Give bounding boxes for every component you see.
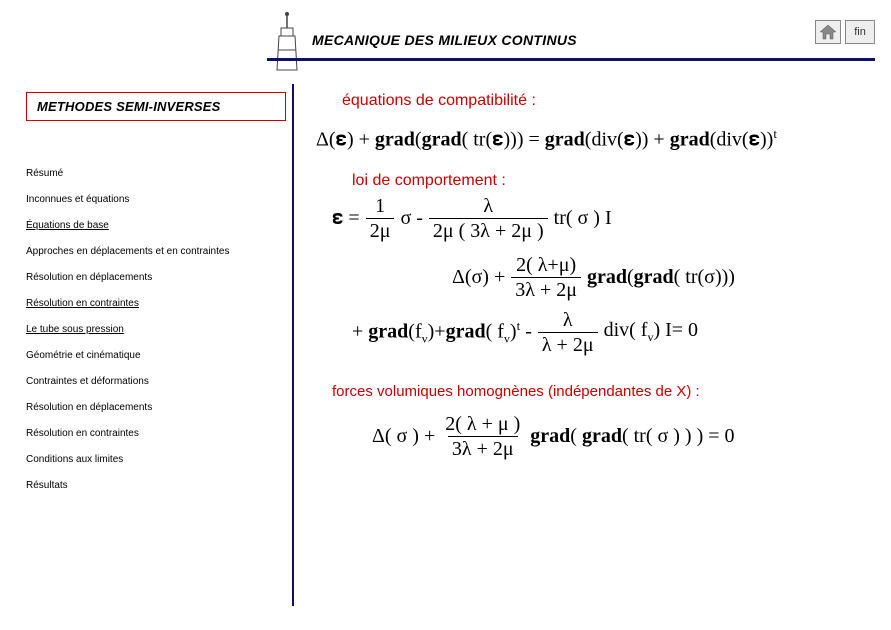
eq5-t1: ( [570, 425, 582, 447]
vertical-separator [292, 84, 294, 606]
eq5-g1: grad [530, 425, 570, 447]
eq5-fn: 2( λ + μ ) [441, 414, 524, 436]
eq2-sig: σ - [400, 207, 422, 230]
nav-list: Résumé Inconnues et équations Équations de… [26, 169, 286, 491]
method-box: METHODES SEMI-INVERSES [26, 92, 286, 121]
eq3-frac: 2( λ+μ) 3λ + 2μ [511, 255, 581, 300]
sidebar: METHODES SEMI-INVERSES Résumé Inconnues e… [26, 92, 286, 507]
eq5-g2: grad [582, 425, 622, 447]
nav-item-3[interactable]: Approches en déplacements et en contrain… [26, 247, 286, 257]
eq2-f1n: 1 [371, 196, 389, 218]
eq4-fn: λ [559, 310, 577, 332]
method-label: METHODES SEMI-INVERSES [37, 99, 221, 114]
eq1-supt: t [773, 126, 777, 141]
nav-item-4[interactable]: Résolution en déplacements [26, 273, 286, 283]
nav-item-0[interactable]: Résumé [26, 169, 286, 179]
eq3-fd: 3λ + 2μ [511, 277, 581, 300]
nav-item-12[interactable]: Résultats [26, 481, 286, 491]
eq2-f1d: 2μ [366, 218, 395, 241]
eq4-frac: λ λ + 2μ [538, 310, 598, 355]
nav-item-5[interactable]: Résolution en contraintes [26, 299, 286, 309]
header: MECANIQUE DES MILIEUX CONTINUS fin [12, 12, 879, 72]
eq2-f2n: λ [479, 196, 497, 218]
nav-item-8[interactable]: Contraintes et déformations [26, 377, 286, 387]
eq3-to: ( [627, 266, 634, 288]
eq1-grad2: grad [545, 129, 585, 151]
equation-behavior: 𝛆 = 1 2μ σ - λ 2μ ( 3λ + 2μ ) tr( σ ) I [332, 196, 873, 241]
nav-item-9[interactable]: Résolution en déplacements [26, 403, 286, 413]
eq4-g1: grad [368, 320, 408, 342]
eq4-p3: )+ [428, 320, 446, 342]
eq4-p8: ) I= 0 [653, 319, 698, 341]
compat-title: équations de compatibilité : [342, 92, 873, 110]
nav-item-10[interactable]: Résolution en contraintes [26, 429, 286, 439]
eq2-frac2: λ 2μ ( 3λ + 2μ ) [429, 196, 548, 241]
equation-compat: Δ(𝛆) + grad(grad( tr(𝛆))) = grad(div(𝛆))… [316, 126, 873, 152]
equation-font-vol: Δ( σ ) + 2( λ + μ ) 3λ + 2μ grad( grad( … [372, 414, 873, 459]
nav-item-7[interactable]: Géométrie et cinématique [26, 351, 286, 361]
eq3-g2: grad [634, 266, 674, 288]
eq5-fd: 3λ + 2μ [448, 436, 518, 459]
home-icon [819, 24, 837, 40]
eq5-lhs: Δ( σ ) + [372, 425, 435, 448]
home-button[interactable] [815, 20, 841, 44]
nav-item-6[interactable]: Le tube sous pression [26, 325, 286, 335]
eq4-p7: div( f [604, 319, 648, 341]
eq1-grad1: grad [375, 129, 415, 151]
eq3-fn: 2( λ+μ) [512, 255, 580, 277]
eq5-t2: ( tr( σ ) ) ) = 0 [622, 425, 735, 447]
fin-label: fin [854, 26, 866, 38]
eq2-lhs: 𝛆 = [332, 207, 360, 230]
forces-title: forces volumiques homognènes (indépendan… [332, 383, 873, 400]
eq4-g2: grad [446, 320, 486, 342]
eq4-p4: ( f [486, 320, 504, 342]
nav-item-2[interactable]: Équations de base [26, 221, 286, 231]
eq3-lhs: Δ(σ) + [452, 266, 505, 289]
eq4-p6: - [520, 320, 532, 342]
page-title: MECANIQUE DES MILIEUX CONTINUS [312, 32, 577, 48]
eq4-p5: ) [510, 320, 517, 342]
eq3-ti: ( tr(σ))) [674, 266, 735, 288]
eq3-g1: grad [587, 266, 627, 288]
equation-sigma-2: + grad(fv)+grad( fv)t - λ λ + 2μ div( fv… [352, 310, 873, 355]
fin-button[interactable]: fin [845, 20, 875, 44]
nav-item-11[interactable]: Conditions aux limites [26, 455, 286, 465]
header-rule [267, 58, 875, 61]
equation-sigma-1: Δ(σ) + 2( λ+μ) 3λ + 2μ grad(grad( tr(σ))… [452, 255, 873, 300]
eq2-frac1: 1 2μ [366, 196, 395, 241]
eq1-grad3: grad [670, 129, 710, 151]
eq1-p5: (div(𝛆)) [710, 129, 774, 151]
content: équations de compatibilité : Δ(𝛆) + grad… [312, 92, 873, 459]
eq5-frac: 2( λ + μ ) 3λ + 2μ [441, 414, 524, 459]
eq1-p4: (div(𝛆)) + [585, 129, 670, 151]
eq4-p1: + [352, 320, 368, 342]
lighthouse-icon [267, 10, 307, 72]
eq1-grad1b: grad [422, 129, 462, 151]
eq4-fd: λ + 2μ [538, 332, 598, 355]
law-title: loi de comportement : [352, 172, 873, 190]
eq1-p3: ( tr(𝛆))) = [462, 129, 545, 151]
nav-item-1[interactable]: Inconnues et équations [26, 195, 286, 205]
eq2-tail: tr( σ ) I [554, 207, 612, 230]
eq2-f2d: 2μ ( 3λ + 2μ ) [429, 218, 548, 241]
eq1-p2: ( [415, 129, 422, 151]
eq4-p2: (f [408, 320, 421, 342]
eq1-p1: Δ(𝛆) + [316, 129, 375, 151]
